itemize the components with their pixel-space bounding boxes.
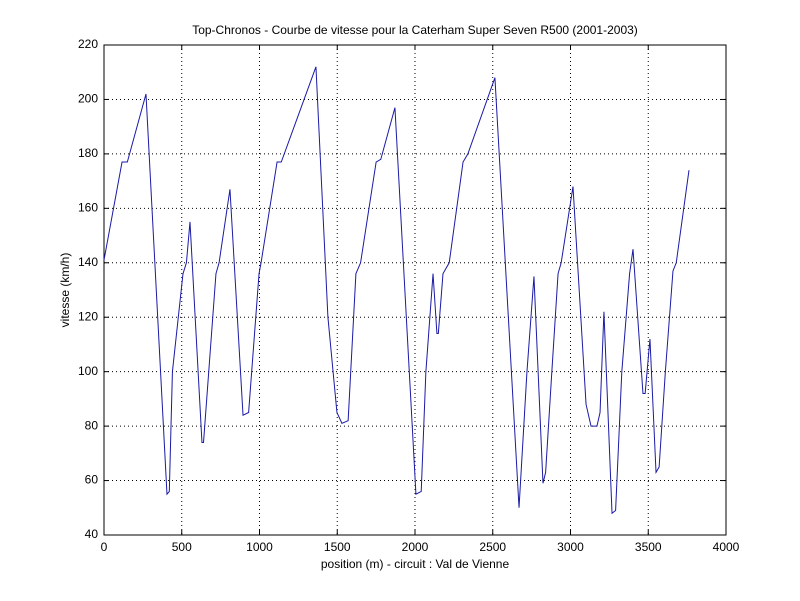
y-tick-label: 80 — [85, 418, 99, 432]
y-tick-label: 200 — [78, 92, 98, 106]
y-tick-label: 40 — [85, 527, 99, 541]
x-tick-label: 2500 — [479, 540, 506, 554]
y-tick-label: 180 — [78, 146, 98, 160]
y-tick-label: 100 — [78, 364, 98, 378]
x-tick-label: 3000 — [557, 540, 584, 554]
y-tick-label: 60 — [85, 473, 99, 487]
x-tick-label: 4000 — [713, 540, 740, 554]
x-tick-label: 1500 — [324, 540, 351, 554]
x-tick-label: 0 — [101, 540, 108, 554]
x-tick-label: 500 — [172, 540, 192, 554]
plot-frame — [103, 44, 727, 536]
x-tick-label: 1000 — [246, 540, 273, 554]
y-axis-label: vitesse (km/h) — [58, 253, 72, 328]
y-tick-label: 120 — [78, 309, 98, 323]
y-tick-label: 220 — [78, 37, 98, 51]
x-tick-label: 3500 — [635, 540, 662, 554]
x-tick-label: 2000 — [402, 540, 429, 554]
chart-title: Top-Chronos - Courbe de vitesse pour la … — [192, 23, 638, 37]
data-line — [103, 66, 690, 515]
y-tick-label: 140 — [78, 255, 98, 269]
y-tick-label: 160 — [78, 201, 98, 215]
x-axis-label: position (m) - circuit : Val de Vienne — [321, 557, 510, 571]
